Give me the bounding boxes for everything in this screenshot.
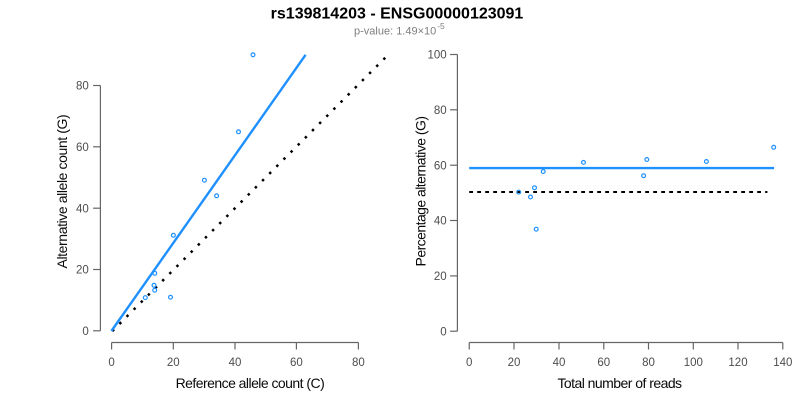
svg-text:20: 20 <box>508 357 521 369</box>
svg-text:60: 60 <box>290 357 303 369</box>
svg-text:0: 0 <box>108 357 114 369</box>
svg-text:Percentage alternative (G): Percentage alternative (G) <box>413 117 429 267</box>
svg-text:60: 60 <box>597 357 610 369</box>
svg-text:80: 80 <box>352 357 365 369</box>
svg-text:100: 100 <box>428 50 447 62</box>
svg-text:60: 60 <box>434 160 447 172</box>
svg-text:40: 40 <box>553 357 566 369</box>
svg-text:Alternative allele count (G): Alternative allele count (G) <box>54 115 70 269</box>
svg-text:20: 20 <box>434 271 447 283</box>
svg-text:20: 20 <box>76 265 89 277</box>
svg-text:0: 0 <box>466 357 472 369</box>
svg-text:80: 80 <box>76 81 89 93</box>
svg-text:100: 100 <box>684 357 703 369</box>
svg-text:Total number of reads: Total number of reads <box>557 375 682 391</box>
svg-text:40: 40 <box>434 216 447 228</box>
svg-text:0: 0 <box>82 326 88 338</box>
svg-text:20: 20 <box>167 357 180 369</box>
svg-text:-5: -5 <box>437 21 445 31</box>
svg-text:140: 140 <box>773 357 792 369</box>
svg-text:rs139814203 - ENSG00000123091: rs139814203 - ENSG00000123091 <box>271 6 524 23</box>
svg-text:120: 120 <box>728 357 747 369</box>
svg-text:40: 40 <box>76 203 89 215</box>
svg-text:p-value: 1.49×10: p-value: 1.49×10 <box>354 26 436 38</box>
svg-text:40: 40 <box>229 357 242 369</box>
svg-text:0: 0 <box>440 326 446 338</box>
svg-text:80: 80 <box>434 105 447 117</box>
svg-text:60: 60 <box>76 142 89 154</box>
svg-text:80: 80 <box>642 357 655 369</box>
svg-text:Reference allele count (C): Reference allele count (C) <box>176 375 325 391</box>
